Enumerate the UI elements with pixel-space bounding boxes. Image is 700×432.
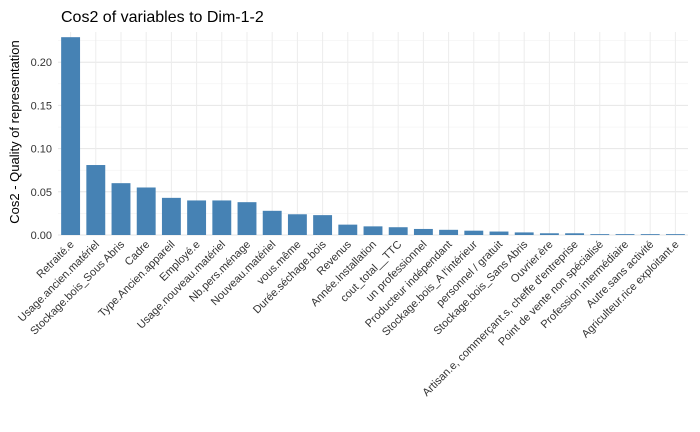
y-tick-label: 0.10 [31, 144, 52, 156]
bar [61, 37, 81, 235]
bar [665, 234, 685, 235]
bar [161, 197, 181, 235]
bar [565, 233, 585, 235]
bar [212, 200, 232, 235]
bar [464, 230, 484, 235]
x-axis-ticks: Retraité.eUsage.ancien.matérielStockage.… [16, 238, 681, 399]
bar [388, 227, 408, 235]
bar [640, 234, 660, 235]
bar [413, 228, 433, 235]
y-tick-label: 0.15 [31, 100, 52, 112]
y-axis-ticks: 0.00 0.05 0.10 0.15 0.20 [31, 57, 52, 242]
chart-title: Cos2 of variables to Dim-1-2 [61, 9, 264, 26]
y-tick-label: 0.00 [31, 230, 52, 242]
bar [489, 231, 509, 235]
bar [262, 210, 282, 235]
bar [287, 214, 307, 235]
bar [237, 202, 257, 235]
bar [590, 234, 610, 235]
bar [439, 229, 459, 235]
bar [363, 226, 383, 235]
bar [136, 187, 156, 235]
bar [338, 224, 358, 235]
bar [539, 233, 559, 235]
bar [615, 234, 635, 235]
y-axis-label: Cos2 - Quality of representation [7, 40, 22, 224]
bar [187, 200, 207, 235]
y-tick-label: 0.20 [31, 57, 52, 69]
bar [514, 232, 534, 235]
bar [313, 215, 333, 235]
y-tick-label: 0.05 [31, 187, 52, 199]
bar [86, 165, 106, 235]
bars [61, 37, 685, 235]
bar [111, 183, 131, 235]
